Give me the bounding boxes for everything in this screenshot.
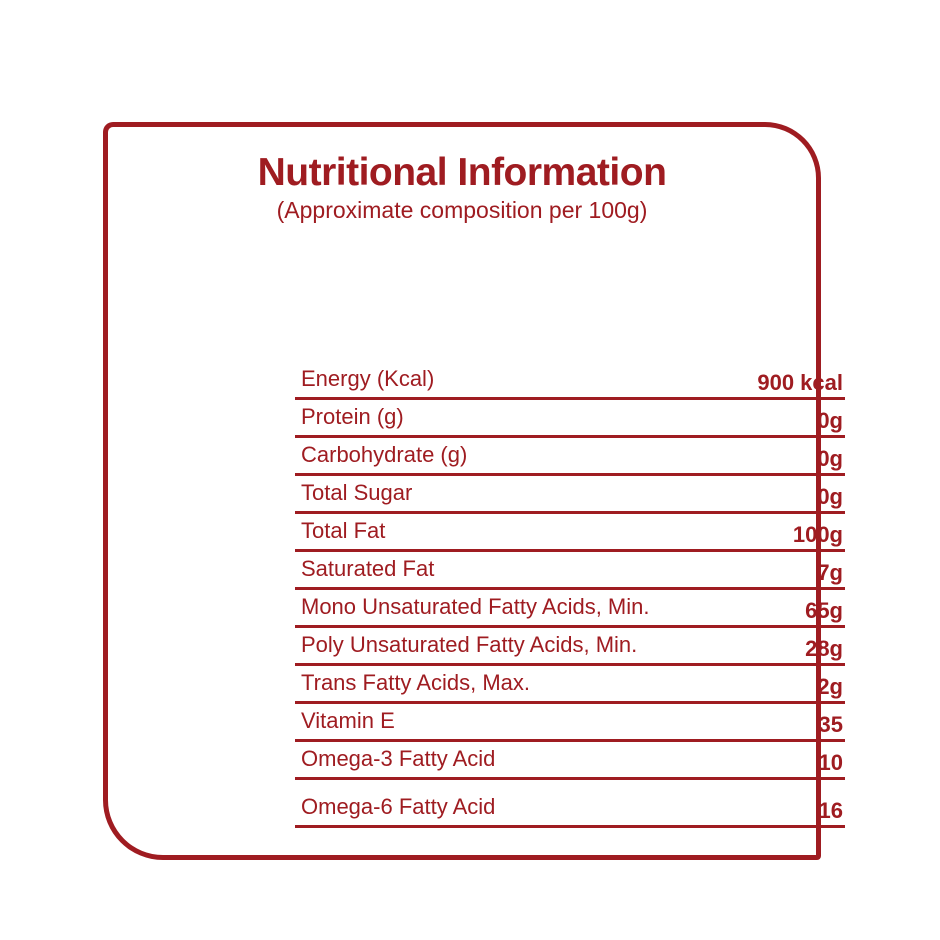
table-row: Saturated Fat 7g <box>295 552 845 590</box>
row-label: Mono Unsaturated Fatty Acids, Min. <box>301 594 650 619</box>
table-row: Protein (g) 0g <box>295 400 845 438</box>
table-row: Omega-3 Fatty Acid 10 <box>295 742 845 780</box>
page-title: Nutritional Information <box>257 151 667 194</box>
row-value: 0g <box>817 408 843 433</box>
row-label: Vitamin E <box>301 708 395 733</box>
table-row: Mono Unsaturated Fatty Acids, Min. 65g <box>295 590 845 628</box>
table-row: Poly Unsaturated Fatty Acids, Min. 28g <box>295 628 845 666</box>
row-value: 2g <box>817 674 843 699</box>
row-value: 7g <box>817 560 843 585</box>
row-label: Carbohydrate (g) <box>301 442 468 467</box>
row-value: 16 <box>818 798 843 823</box>
page-subtitle: (Approximate composition per 100g) <box>276 197 648 223</box>
table-row: Trans Fatty Acids, Max. 2g <box>295 666 845 704</box>
row-value: 0g <box>817 446 843 471</box>
table-row: Total Fat 100g <box>295 514 845 552</box>
row-value: 28g <box>805 636 843 661</box>
row-label: Poly Unsaturated Fatty Acids, Min. <box>301 632 638 657</box>
row-value: 10 <box>818 750 843 775</box>
label-card: Nutritional Information (Approximate com… <box>103 122 845 860</box>
nutrition-table: Energy (Kcal) 900 kcal Protein (g) 0g Carboh… <box>295 362 845 828</box>
row-label: Omega-6 Fatty Acid <box>301 794 496 819</box>
table-row: Total Sugar 0g <box>295 476 845 514</box>
row-label: Trans Fatty Acids, Max. <box>301 670 531 695</box>
row-value: 35 <box>818 712 843 737</box>
row-label: Energy (Kcal) <box>301 366 435 391</box>
row-value: 100g <box>792 522 843 547</box>
row-value: 0g <box>817 484 843 509</box>
table-row: Energy (Kcal) 900 kcal <box>295 362 845 400</box>
row-value: 900 kcal <box>757 370 843 395</box>
row-label: Saturated Fat <box>301 556 435 581</box>
row-label: Total Sugar <box>301 480 413 505</box>
row-label: Protein (g) <box>301 404 404 429</box>
table-row: Carbohydrate (g) 0g <box>295 438 845 476</box>
row-label: Omega-3 Fatty Acid <box>301 746 496 771</box>
row-label: Total Fat <box>301 518 386 543</box>
row-value: 65g <box>805 598 843 623</box>
table-row: Vitamin E 35 <box>295 704 845 742</box>
table-row: Omega-6 Fatty Acid 16 <box>295 780 845 828</box>
